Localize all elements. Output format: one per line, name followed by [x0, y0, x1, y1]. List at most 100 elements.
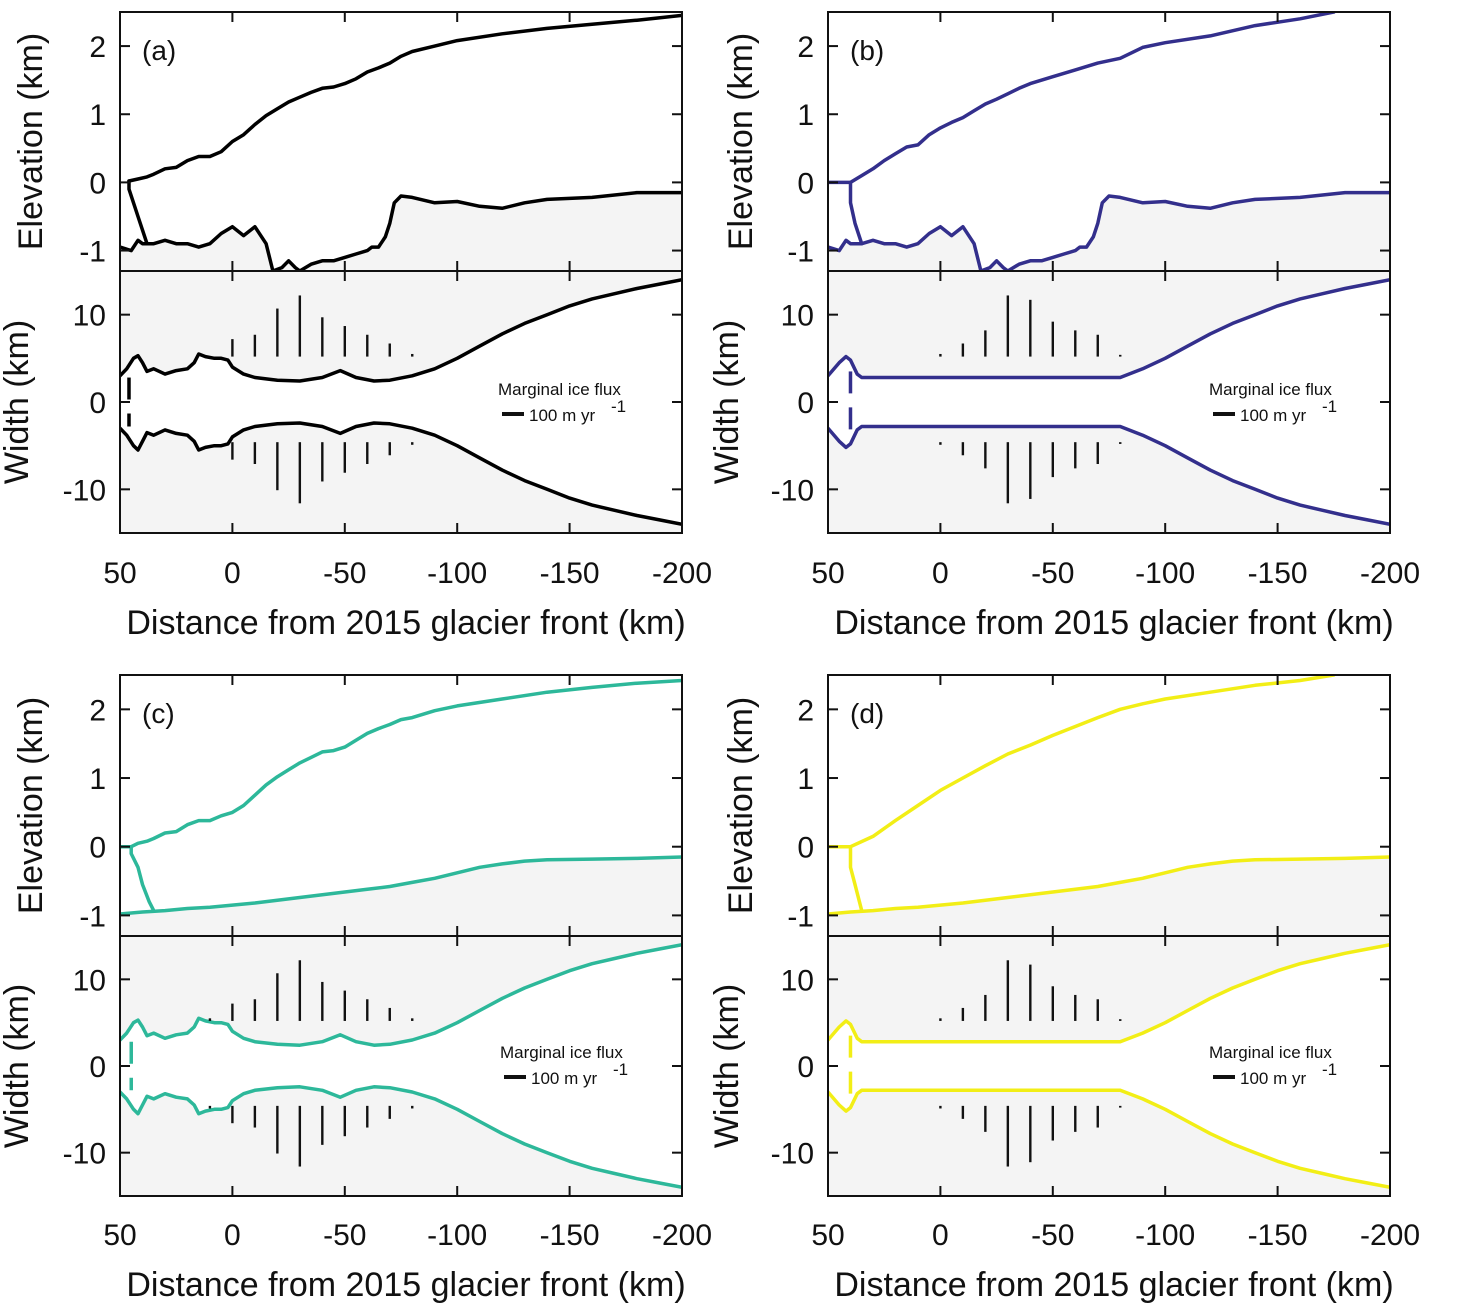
width-plot	[828, 936, 1390, 1196]
width-tick-label: -10	[63, 1138, 106, 1171]
legend-title: Marginal ice flux	[1209, 380, 1332, 399]
elevation-plot	[828, 675, 1390, 936]
legend-label: 100 m yr	[1240, 1069, 1306, 1088]
x-tick-label: 50	[811, 557, 844, 590]
surface-line	[828, 12, 1336, 185]
x-tick-label: -200	[1360, 557, 1420, 590]
lower-margin-line	[828, 1088, 1390, 1190]
width-tick-label: 10	[781, 964, 814, 997]
width-tick-label: 10	[73, 964, 106, 997]
elevation-tick-label: -1	[787, 236, 814, 269]
legend-label: 100 m yr	[531, 1069, 597, 1088]
elevation-tick-label: -1	[79, 236, 106, 269]
width-axis-label: Width (km)	[708, 320, 746, 484]
legend-label-exponent: -1	[611, 397, 626, 416]
x-tick-label: -200	[652, 1219, 712, 1252]
width-plot	[120, 936, 682, 1196]
x-tick-label: -200	[652, 557, 712, 590]
x-tick-label: -150	[1248, 1219, 1308, 1252]
x-tick-label: -150	[540, 557, 600, 590]
width-axis-label: Width (km)	[708, 984, 746, 1148]
legend-title: Marginal ice flux	[500, 1043, 623, 1062]
bed-line	[828, 190, 1390, 271]
elevation-tick-label: 1	[797, 763, 814, 796]
legend-label: 100 m yr	[529, 406, 595, 425]
bed-fill	[828, 192, 1390, 271]
elevation-tick-label: -1	[787, 900, 814, 933]
legend-label-exponent: -1	[1322, 1060, 1337, 1079]
width-tick-label: 0	[89, 387, 106, 420]
elevation-tick-label: 2	[89, 694, 106, 727]
elevation-tick-label: 0	[89, 832, 106, 865]
surface-line	[120, 678, 682, 849]
bed-line	[120, 190, 682, 271]
width-tick-label: 10	[73, 300, 106, 333]
panel-label: (a)	[142, 35, 176, 66]
legend-label-exponent: -1	[613, 1060, 628, 1079]
width-plot	[828, 271, 1390, 533]
x-tick-label: 50	[103, 1219, 136, 1252]
x-tick-label: -150	[540, 1219, 600, 1252]
elevation-tick-label: 1	[797, 99, 814, 132]
width-axis-label: Width (km)	[0, 984, 36, 1148]
x-tick-label: 0	[932, 557, 949, 590]
x-tick-label: 50	[811, 1219, 844, 1252]
x-tick-label: -100	[427, 557, 487, 590]
elevation-axis-label: Elevation (km)	[12, 697, 50, 914]
x-axis-label: Distance from 2015 glacier front (km)	[126, 1266, 685, 1304]
x-tick-label: -100	[427, 1219, 487, 1252]
legend-label: 100 m yr	[1240, 406, 1306, 425]
bed-fill	[120, 192, 682, 271]
x-tick-label: 0	[224, 1219, 241, 1252]
elevation-tick-label: 1	[89, 763, 106, 796]
x-tick-label: -100	[1135, 1219, 1195, 1252]
calving-front-line	[848, 180, 864, 246]
x-axis-label: Distance from 2015 glacier front (km)	[834, 1266, 1393, 1304]
legend-label-exponent: -1	[1322, 397, 1337, 416]
elevation-tick-label: -1	[79, 900, 106, 933]
bed-line	[828, 855, 1390, 916]
legend-title: Marginal ice flux	[498, 380, 621, 399]
upper-margin-line	[828, 942, 1390, 1044]
channel-fill	[120, 944, 682, 1188]
x-tick-label: -50	[1031, 557, 1074, 590]
x-axis-label: Distance from 2015 glacier front (km)	[834, 604, 1393, 642]
lower-margin-line	[120, 421, 682, 527]
x-tick-label: -200	[1360, 1219, 1420, 1252]
upper-margin-line	[828, 277, 1390, 380]
width-plot	[120, 271, 682, 533]
elevation-tick-label: 0	[89, 167, 106, 200]
width-tick-label: 10	[781, 300, 814, 333]
width-tick-label: -10	[771, 1138, 814, 1171]
width-tick-label: 0	[797, 387, 814, 420]
channel-fill	[120, 279, 682, 525]
calving-front-line	[127, 179, 149, 246]
elevation-plot	[120, 13, 682, 271]
channel-fill	[828, 279, 1390, 525]
calving-front-line	[129, 844, 156, 913]
x-tick-label: -100	[1135, 557, 1195, 590]
lower-margin-line	[828, 424, 1390, 527]
elevation-tick-label: 2	[89, 31, 106, 64]
width-tick-label: -10	[771, 474, 814, 507]
x-tick-label: 0	[224, 557, 241, 590]
elevation-tick-label: 1	[89, 99, 106, 132]
width-tick-label: -10	[63, 474, 106, 507]
x-tick-label: 50	[103, 557, 136, 590]
elevation-tick-label: 2	[797, 31, 814, 64]
x-tick-label: -50	[323, 1219, 366, 1252]
panel-label: (d)	[850, 698, 884, 729]
bed-line	[120, 855, 682, 916]
surface-line	[828, 675, 1336, 849]
channel-fill	[828, 944, 1390, 1188]
elevation-axis-label: Elevation (km)	[722, 697, 760, 914]
elevation-tick-label: 0	[797, 167, 814, 200]
bed-fill	[828, 857, 1390, 936]
bed-fill	[120, 857, 682, 936]
width-tick-label: 0	[797, 1051, 814, 1084]
x-tick-label: -150	[1248, 557, 1308, 590]
